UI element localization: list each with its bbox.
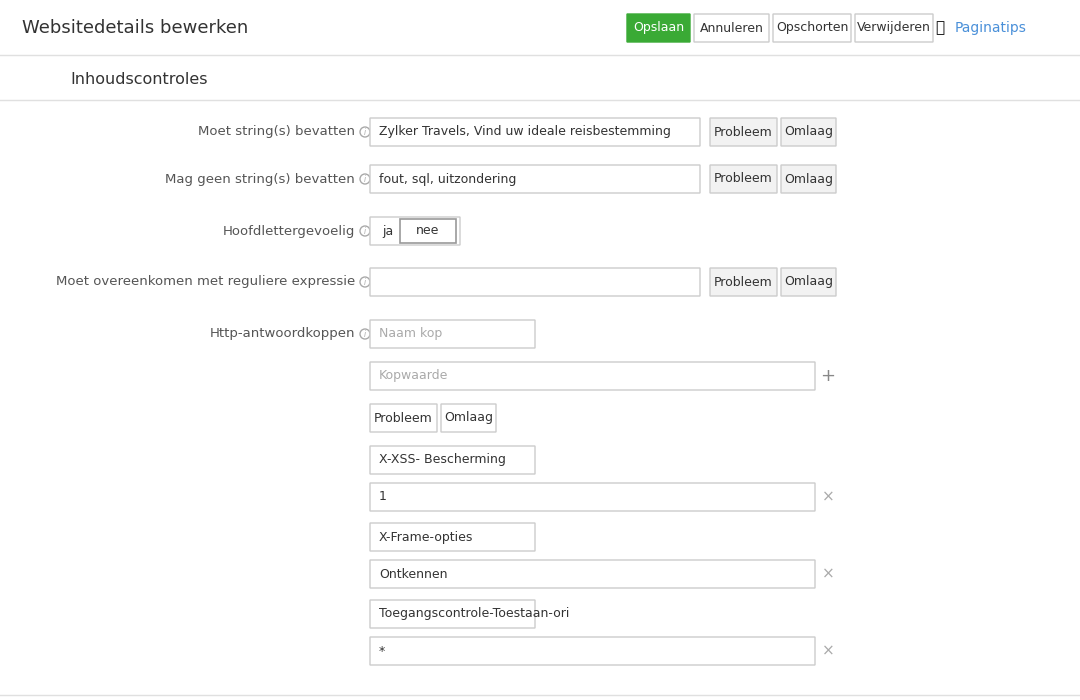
Text: Paginatips: Paginatips xyxy=(955,21,1027,35)
Text: X-Frame-opties: X-Frame-opties xyxy=(379,531,473,543)
FancyBboxPatch shape xyxy=(400,219,456,243)
FancyBboxPatch shape xyxy=(781,165,836,193)
FancyBboxPatch shape xyxy=(370,268,700,296)
FancyBboxPatch shape xyxy=(370,118,700,146)
FancyBboxPatch shape xyxy=(370,560,815,588)
Text: Toegangscontrole-Toestaan-ori: Toegangscontrole-Toestaan-ori xyxy=(379,608,569,620)
FancyBboxPatch shape xyxy=(370,320,535,348)
FancyBboxPatch shape xyxy=(370,523,535,551)
Text: 💡: 💡 xyxy=(935,20,945,36)
Text: Zylker Travels, Vind uw ideale reisbestemming: Zylker Travels, Vind uw ideale reisbeste… xyxy=(379,125,671,139)
Text: Mag geen string(s) bevatten: Mag geen string(s) bevatten xyxy=(165,172,355,186)
Text: Moet overeenkomen met reguliere expressie: Moet overeenkomen met reguliere expressi… xyxy=(56,276,355,288)
FancyBboxPatch shape xyxy=(773,14,851,42)
Text: Inhoudscontroles: Inhoudscontroles xyxy=(70,73,207,88)
Text: Kopwaarde: Kopwaarde xyxy=(379,370,448,382)
Text: nee: nee xyxy=(416,225,440,237)
FancyBboxPatch shape xyxy=(370,165,700,193)
Text: *: * xyxy=(379,645,386,657)
Text: ×: × xyxy=(822,566,835,582)
FancyBboxPatch shape xyxy=(370,600,535,628)
Text: fout, sql, uitzondering: fout, sql, uitzondering xyxy=(379,172,516,186)
Text: i: i xyxy=(364,175,366,184)
FancyBboxPatch shape xyxy=(370,217,460,245)
Text: Omlaag: Omlaag xyxy=(444,412,492,424)
FancyBboxPatch shape xyxy=(781,268,836,296)
Text: i: i xyxy=(364,330,366,339)
Text: i: i xyxy=(364,227,366,236)
Text: ×: × xyxy=(822,489,835,505)
Text: Opslaan: Opslaan xyxy=(633,22,684,34)
Text: Probleem: Probleem xyxy=(714,125,773,139)
Text: X-XSS- Bescherming: X-XSS- Bescherming xyxy=(379,454,505,466)
Text: Omlaag: Omlaag xyxy=(784,125,833,139)
Text: i: i xyxy=(364,128,366,137)
Text: Annuleren: Annuleren xyxy=(700,22,764,34)
Text: Moet string(s) bevatten: Moet string(s) bevatten xyxy=(198,125,355,139)
FancyBboxPatch shape xyxy=(627,14,690,42)
FancyBboxPatch shape xyxy=(370,637,815,665)
FancyBboxPatch shape xyxy=(710,165,777,193)
Text: Probleem: Probleem xyxy=(714,276,773,288)
FancyBboxPatch shape xyxy=(781,118,836,146)
Text: ja: ja xyxy=(382,225,393,237)
FancyBboxPatch shape xyxy=(710,118,777,146)
Text: 1: 1 xyxy=(379,491,387,503)
Text: i: i xyxy=(364,278,366,287)
FancyBboxPatch shape xyxy=(855,14,933,42)
Text: Naam kop: Naam kop xyxy=(379,328,442,340)
Text: Probleem: Probleem xyxy=(714,172,773,186)
Text: Websitedetails bewerken: Websitedetails bewerken xyxy=(22,19,248,37)
Text: +: + xyxy=(821,367,836,385)
Text: Opschorten: Opschorten xyxy=(775,22,848,34)
Text: Hoofdlettergevoelig: Hoofdlettergevoelig xyxy=(222,225,355,237)
FancyBboxPatch shape xyxy=(441,404,496,432)
Text: Omlaag: Omlaag xyxy=(784,172,833,186)
FancyBboxPatch shape xyxy=(370,362,815,390)
Text: Probleem: Probleem xyxy=(374,412,433,424)
Text: ×: × xyxy=(822,643,835,659)
FancyBboxPatch shape xyxy=(370,404,437,432)
Text: Verwijderen: Verwijderen xyxy=(858,22,931,34)
FancyBboxPatch shape xyxy=(370,483,815,511)
FancyBboxPatch shape xyxy=(710,268,777,296)
Text: Http-antwoordkoppen: Http-antwoordkoppen xyxy=(210,328,355,340)
FancyBboxPatch shape xyxy=(370,446,535,474)
Text: Omlaag: Omlaag xyxy=(784,276,833,288)
Text: Ontkennen: Ontkennen xyxy=(379,568,447,580)
FancyBboxPatch shape xyxy=(694,14,769,42)
